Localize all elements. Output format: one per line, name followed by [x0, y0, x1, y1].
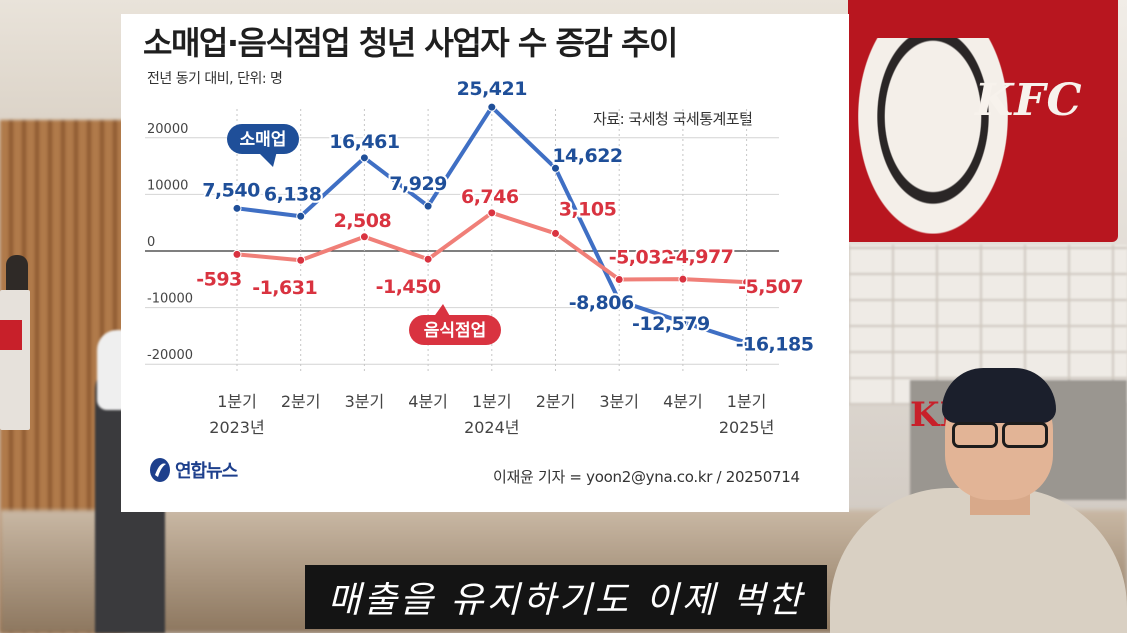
x-tick-label: 2분기: [281, 392, 321, 411]
data-point: [487, 102, 497, 112]
x-tick-label: 1분기: [727, 392, 767, 411]
x-tick-label: 1분기: [472, 392, 512, 411]
x-tick-label: 4분기: [408, 392, 448, 411]
data-point: [614, 296, 624, 306]
caption-text: 매출을 유지하기도 이제 벅찬: [327, 580, 805, 621]
glasses-icon: [952, 422, 1048, 448]
data-label: 6,746: [461, 186, 519, 208]
infographic-card: 소매업·음식점업 청년 사업자 수 증감 추이 전년 동기 대비, 단위: 명 …: [121, 14, 849, 512]
chart-title: 소매업·음식점업 청년 사업자 수 증감 추이: [143, 24, 678, 62]
y-tick-label: -10000: [147, 292, 193, 307]
y-tick-label: 20000: [147, 122, 188, 137]
data-label: 3,105: [559, 198, 617, 220]
data-label: 7,540: [202, 179, 260, 201]
chart-subtitle: 전년 동기 대비, 단위: 명: [147, 71, 283, 87]
yonhap-logo-icon: [150, 458, 170, 482]
data-point: [423, 201, 433, 211]
legend-badge-label: 소매업: [240, 130, 287, 150]
line-chart: 20000 10000 0 -10000 -20000 1분기 2023년 2분기 3분기 4분기…: [145, 76, 816, 437]
data-point: [551, 228, 560, 238]
y-tick-label: 0: [147, 235, 155, 250]
legend-badge-pointer: [433, 304, 451, 318]
data-label: -1,631: [252, 277, 317, 299]
data-label: -1,450: [376, 276, 441, 298]
data-point: [296, 211, 306, 221]
data-label: -16,185: [736, 334, 814, 356]
data-point: [359, 153, 369, 163]
x-year-label: 2024년: [464, 418, 519, 437]
y-tick-label: -20000: [147, 348, 193, 363]
presenter-hair: [942, 368, 1056, 423]
data-label: -5,507: [738, 276, 803, 298]
data-label: 7,929: [389, 173, 447, 195]
data-point: [359, 232, 369, 242]
data-label: -12,579: [632, 313, 710, 335]
data-label: 25,421: [457, 78, 527, 100]
data-point: [678, 274, 688, 284]
video-caption: 매출을 유지하기도 이제 벅찬: [305, 565, 827, 629]
legend-badge-pointer: [257, 151, 277, 167]
kfc-logo-text: KFC: [975, 75, 1083, 126]
legend-badge-label: 음식점업: [424, 321, 487, 341]
logo-text: 연합뉴스: [175, 461, 238, 482]
x-year-label: 2025년: [719, 418, 774, 437]
x-year-label: 2023년: [209, 418, 264, 437]
data-label: -593: [196, 268, 242, 290]
reporter-credit: 이재윤 기자 = yoon2@yna.co.kr / 20250714: [493, 468, 800, 486]
data-point: [614, 274, 624, 284]
data-point: [678, 317, 688, 327]
yonhap-logo: 연합뉴스: [149, 457, 238, 483]
data-label: 2,508: [334, 210, 392, 232]
data-label: 16,461: [329, 131, 399, 153]
x-tick-label: 2분기: [536, 392, 576, 411]
x-tick-label: 4분기: [663, 392, 703, 411]
data-label: -5,032: [609, 246, 674, 268]
data-label: -4,977: [668, 246, 733, 268]
data-point: [487, 208, 497, 218]
pendant-lamp: [6, 255, 28, 295]
data-point: [296, 255, 306, 265]
colonel-logo: [858, 38, 1008, 234]
presenter: [830, 360, 1127, 633]
data-point: [232, 249, 242, 259]
x-tick-label: 3분기: [599, 392, 639, 411]
y-tick-label: 10000: [147, 178, 188, 193]
data-point: [742, 277, 752, 287]
data-label: 14,622: [552, 145, 622, 167]
x-tick-label: 1분기: [217, 392, 257, 411]
data-label: -8,806: [569, 292, 634, 314]
data-point: [232, 203, 242, 213]
legend-badge: [227, 124, 299, 154]
data-point: [742, 338, 752, 348]
chart-source: 자료: 국세청 국세통계포털: [593, 110, 753, 128]
data-point: [551, 163, 560, 173]
x-tick-label: 3분기: [345, 392, 385, 411]
data-point: [423, 254, 433, 264]
left-sign: [0, 290, 30, 430]
legend-badge: [409, 315, 501, 345]
data-label: 6,138: [264, 183, 322, 205]
